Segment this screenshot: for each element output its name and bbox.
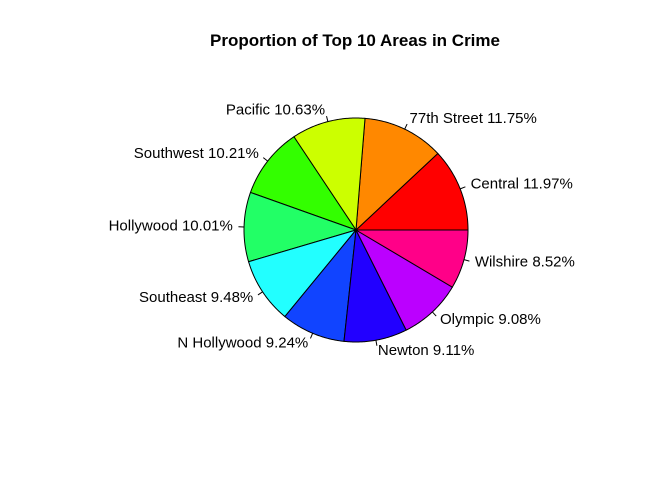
pie-slice-9 <box>354 228 454 331</box>
pie-label-4: Southwest 10.21% <box>134 145 259 162</box>
pie-slice-2 <box>355 117 439 232</box>
pie-slice-3 <box>293 117 366 232</box>
pie-label-6: Southeast 9.48% <box>139 289 253 306</box>
pie-labels: Central 11.97% 77th Street 11.75% Pacific … <box>109 102 575 359</box>
pie-label-tick-1 <box>459 186 466 190</box>
pie-label-tick-3 <box>326 116 329 122</box>
pie-slice-10 <box>354 229 469 288</box>
pie-label-10: Wilshire 8.52% <box>475 254 575 271</box>
pie-label-2: 77th Street 11.75% <box>410 110 537 127</box>
pie-label-tick-10 <box>463 259 470 262</box>
pie-label-9: Olympic 9.08% <box>440 311 541 328</box>
pie-label-1: Central 11.97% <box>471 176 573 193</box>
pie-label-tick-7 <box>309 333 314 339</box>
pie-label-tick-8 <box>375 340 378 346</box>
pie-label-tick-4 <box>262 157 269 162</box>
pie-label-3: Pacific 10.63% <box>226 102 325 119</box>
pie-slices <box>243 117 469 343</box>
pie-label-tick-2 <box>404 123 408 130</box>
pie-label-8: Newton 9.11% <box>378 342 474 359</box>
pie-label-5: Hollywood 10.01% <box>109 218 233 235</box>
pie-label-tick-9 <box>431 311 437 317</box>
chart-title: Proportion of Top 10 Areas in Crime <box>210 31 500 50</box>
pie-label-7: N Hollywood 9.24% <box>177 335 308 352</box>
pie-slice-1 <box>354 152 469 231</box>
pie-label-tick-6 <box>257 291 263 296</box>
